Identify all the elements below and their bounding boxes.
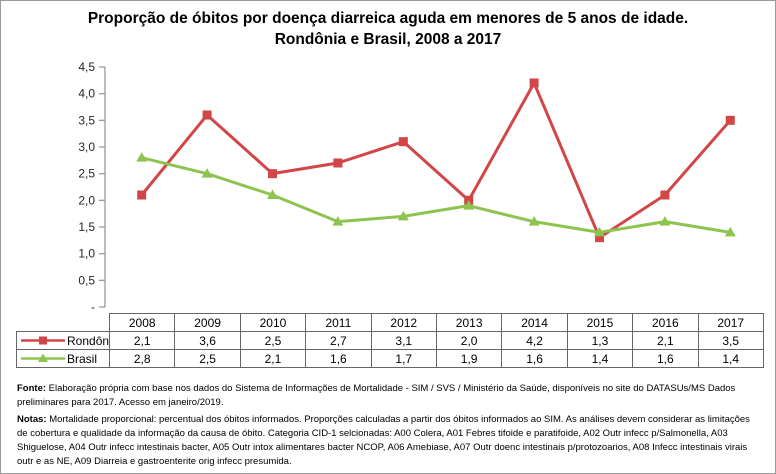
value-cell: 1,6 [501,349,568,368]
triangle-marker-icon [594,226,605,237]
square-marker-icon [398,137,408,147]
line-chart-plot: - 0,5 1,0 1,5 2,0 2,5 3,0 3,5 4,0 4,5 [78,60,736,313]
value-cell: 4,2 [501,331,568,350]
year-header-cell: 2009 [174,313,241,332]
square-marker-icon [202,110,212,120]
value-cell: 3,1 [370,331,437,350]
source-label: Fonte: [17,383,47,394]
triangle-legend-icon [21,353,65,362]
table-corner-cell [17,314,110,332]
year-header-cell: 2016 [632,313,699,332]
table-row-brasil: Brasil 2,8 2,5 2,1 1,6 1,7 1,9 1,6 1,4 1,6 1,4 [16,349,764,368]
value-cell: 2,0 [435,331,503,350]
value-cell: 1,4 [566,349,634,368]
square-marker-icon [137,190,147,200]
square-marker-icon [529,78,539,88]
year-header-cell: 2015 [566,313,634,332]
legend-cell: Brasil [16,349,110,368]
chart-title: Proporção de óbitos por doença diarreica… [87,10,689,48]
triangle-marker-icon [136,152,148,162]
value-cell: 2,1 [108,331,176,350]
value-cell: 3,6 [174,331,241,350]
year-header-cell: 2010 [239,313,307,332]
square-marker-icon [333,158,343,168]
square-marker-icon [660,190,670,200]
value-cell: 1,6 [305,349,372,368]
triangle-marker-icon [724,226,736,237]
square-marker-icon [268,169,277,179]
y-tick-label: - [91,300,95,313]
y-tick-label: 2,0 [78,193,95,207]
notes-label: Notas: [17,414,47,425]
square-legend-icon [21,336,65,344]
series-rondônia [137,78,735,243]
y-tick-label: 3,0 [78,140,95,154]
table-body: 2008 2009 2010 2011 2012 2013 2014 2015 2016 2017… [16,313,764,368]
triangle-marker-icon [397,210,409,221]
year-header-cell: 2013 [435,313,503,332]
y-axis-labels: - 0,5 1,0 1,5 2,0 2,5 3,0 3,5 4,0 4,5 [78,60,95,313]
square-marker-icon [725,115,735,125]
triangle-marker-icon [267,189,278,199]
series-line [141,156,731,234]
value-cell: 2,8 [108,349,176,368]
notes-text: Mortalidade proporcional: percentual dos… [17,414,750,467]
value-cell: 1,3 [566,331,634,350]
source-text: Elaboração própria com base nos dados do… [17,383,736,408]
year-header-cell: 2012 [370,313,437,332]
series-brasil [136,152,736,237]
value-cell: 2,1 [239,349,307,368]
notes-note: Notas: Mortalidade proporcional: percent… [17,413,763,469]
year-header-row: 2008 2009 2010 2011 2012 2013 2014 2015 2016 2017 [17,313,764,332]
square-marker-icon [595,233,604,243]
y-tick-label: 4,0 [78,87,95,101]
value-cell: 1,6 [632,349,699,368]
y-tick-label: 3,5 [78,113,95,127]
footer-notes: Fonte: Elaboração própria com base nos d… [17,382,763,472]
y-tick-label: 0,5 [78,273,95,287]
year-header-cell: 2008 [108,313,176,332]
value-cell: 1,4 [697,349,764,368]
value-cell: 1,7 [370,349,437,368]
value-cell: 1,9 [435,349,503,368]
value-cell: 2,7 [305,331,372,350]
y-tick-label: 4,5 [78,60,95,74]
triangle-marker-icon [463,200,475,210]
table-row-rondônia: Rondônia2,13,62,52,73,12,04,21,32,13,5 [16,331,764,350]
value-cell: 2,1 [632,331,699,350]
legend-cell: Rondônia [16,331,110,350]
legend-label: Brasil [67,351,98,366]
y-axis-ticks [99,66,105,308]
year-header-cell: 2014 [501,313,568,332]
triangle-marker-icon [332,216,344,226]
triangle-marker-icon [528,216,540,226]
value-cell: 3,5 [697,331,764,350]
value-cell: 2,5 [239,331,307,350]
y-tick-label: 1,0 [78,247,95,261]
year-header-cell: 2011 [305,313,372,332]
legend-label: Rondônia [67,333,110,348]
source-note: Fonte: Elaboração própria com base nos d… [17,382,763,410]
y-tick-label: 2,5 [78,167,95,181]
y-tick-label: 1,5 [78,220,95,234]
year-header-cell: 2017 [697,313,764,332]
triangle-marker-icon [659,216,671,226]
value-cell: 2,5 [174,349,241,368]
series-line [140,81,732,240]
triangle-marker-icon [201,168,213,178]
data-table: 2008 2009 2010 2011 2012 2013 2014 2015 2016 2017… [16,313,764,368]
